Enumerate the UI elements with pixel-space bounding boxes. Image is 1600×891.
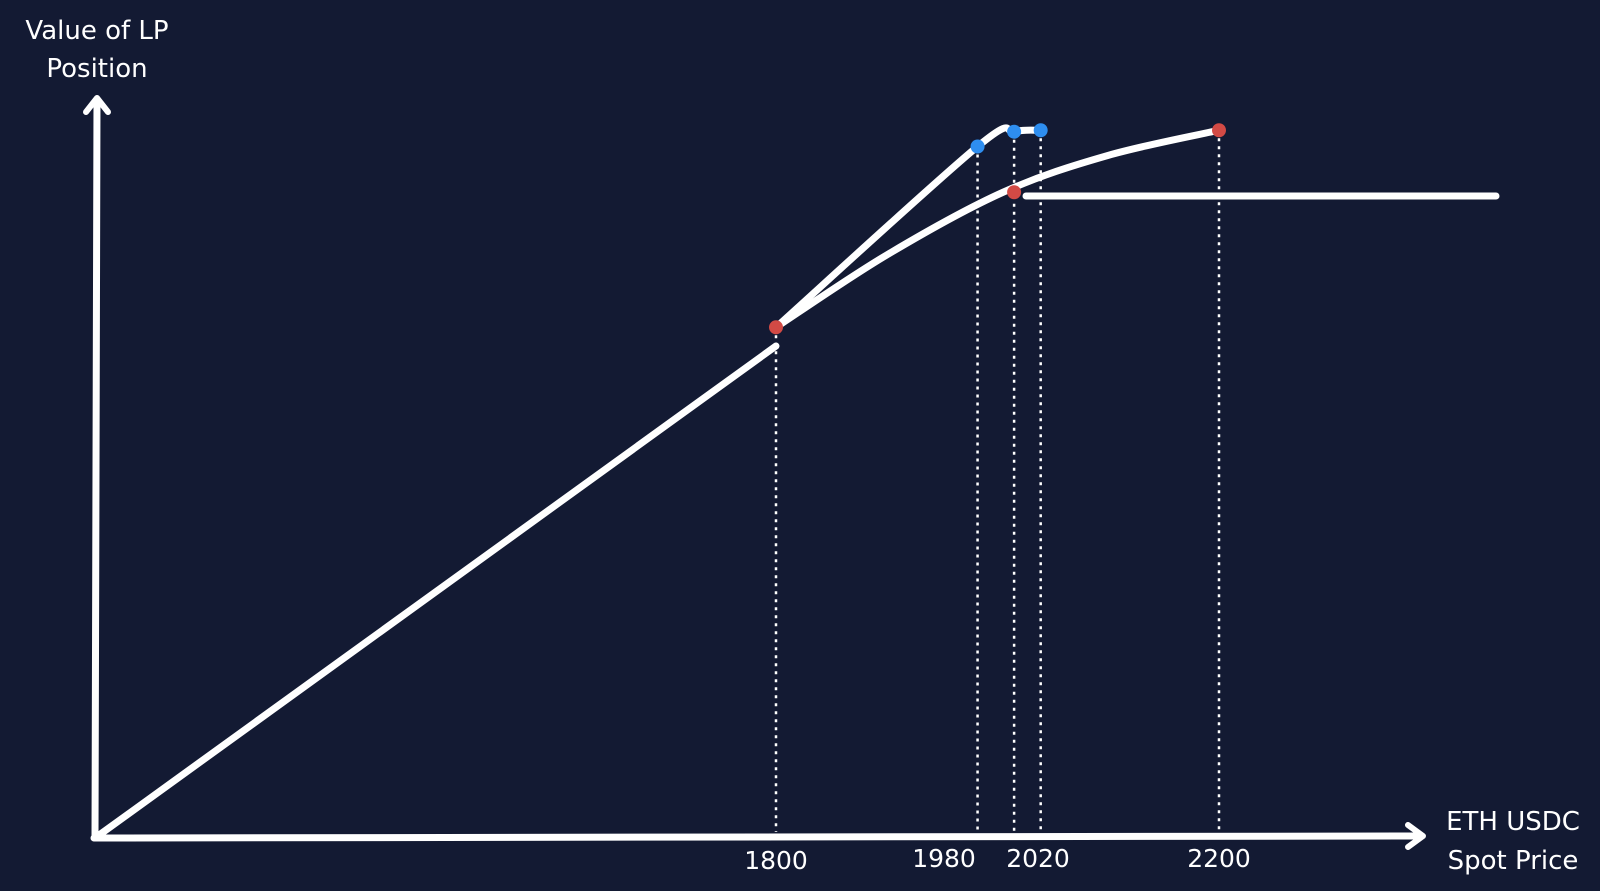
x-axis-label-line-1: ETH USDC xyxy=(1446,807,1580,837)
axes xyxy=(83,95,1426,850)
dotted-guides xyxy=(774,130,1221,832)
x-tick-label-1800: 1800 xyxy=(744,846,808,875)
marker-point-5 xyxy=(1212,123,1226,138)
x-tick-label-2020: 2020 xyxy=(1006,844,1070,873)
marker-point-2 xyxy=(1007,124,1022,139)
x-tick-label-2200: 2200 xyxy=(1187,844,1251,873)
y-axis-label-line-1: Value of LP xyxy=(25,16,168,46)
y-axis-label-line-2: Position xyxy=(46,54,147,84)
marker-point-1 xyxy=(970,139,985,154)
series-line-1 xyxy=(772,126,1223,331)
x-axis-arrow xyxy=(1405,822,1426,850)
marker-point-3 xyxy=(1033,123,1048,138)
x-tick-label-1980: 1980 xyxy=(912,844,976,873)
y-axis xyxy=(91,96,101,842)
marker-point-4 xyxy=(1007,185,1022,200)
y-axis-arrow xyxy=(83,95,111,115)
curves xyxy=(91,192,1500,842)
markers xyxy=(769,123,1226,335)
x-axis-label-line-2: Spot Price xyxy=(1448,846,1579,876)
marker-point-0 xyxy=(769,320,783,335)
x-axis xyxy=(90,832,1425,842)
linear-segment xyxy=(91,342,780,842)
